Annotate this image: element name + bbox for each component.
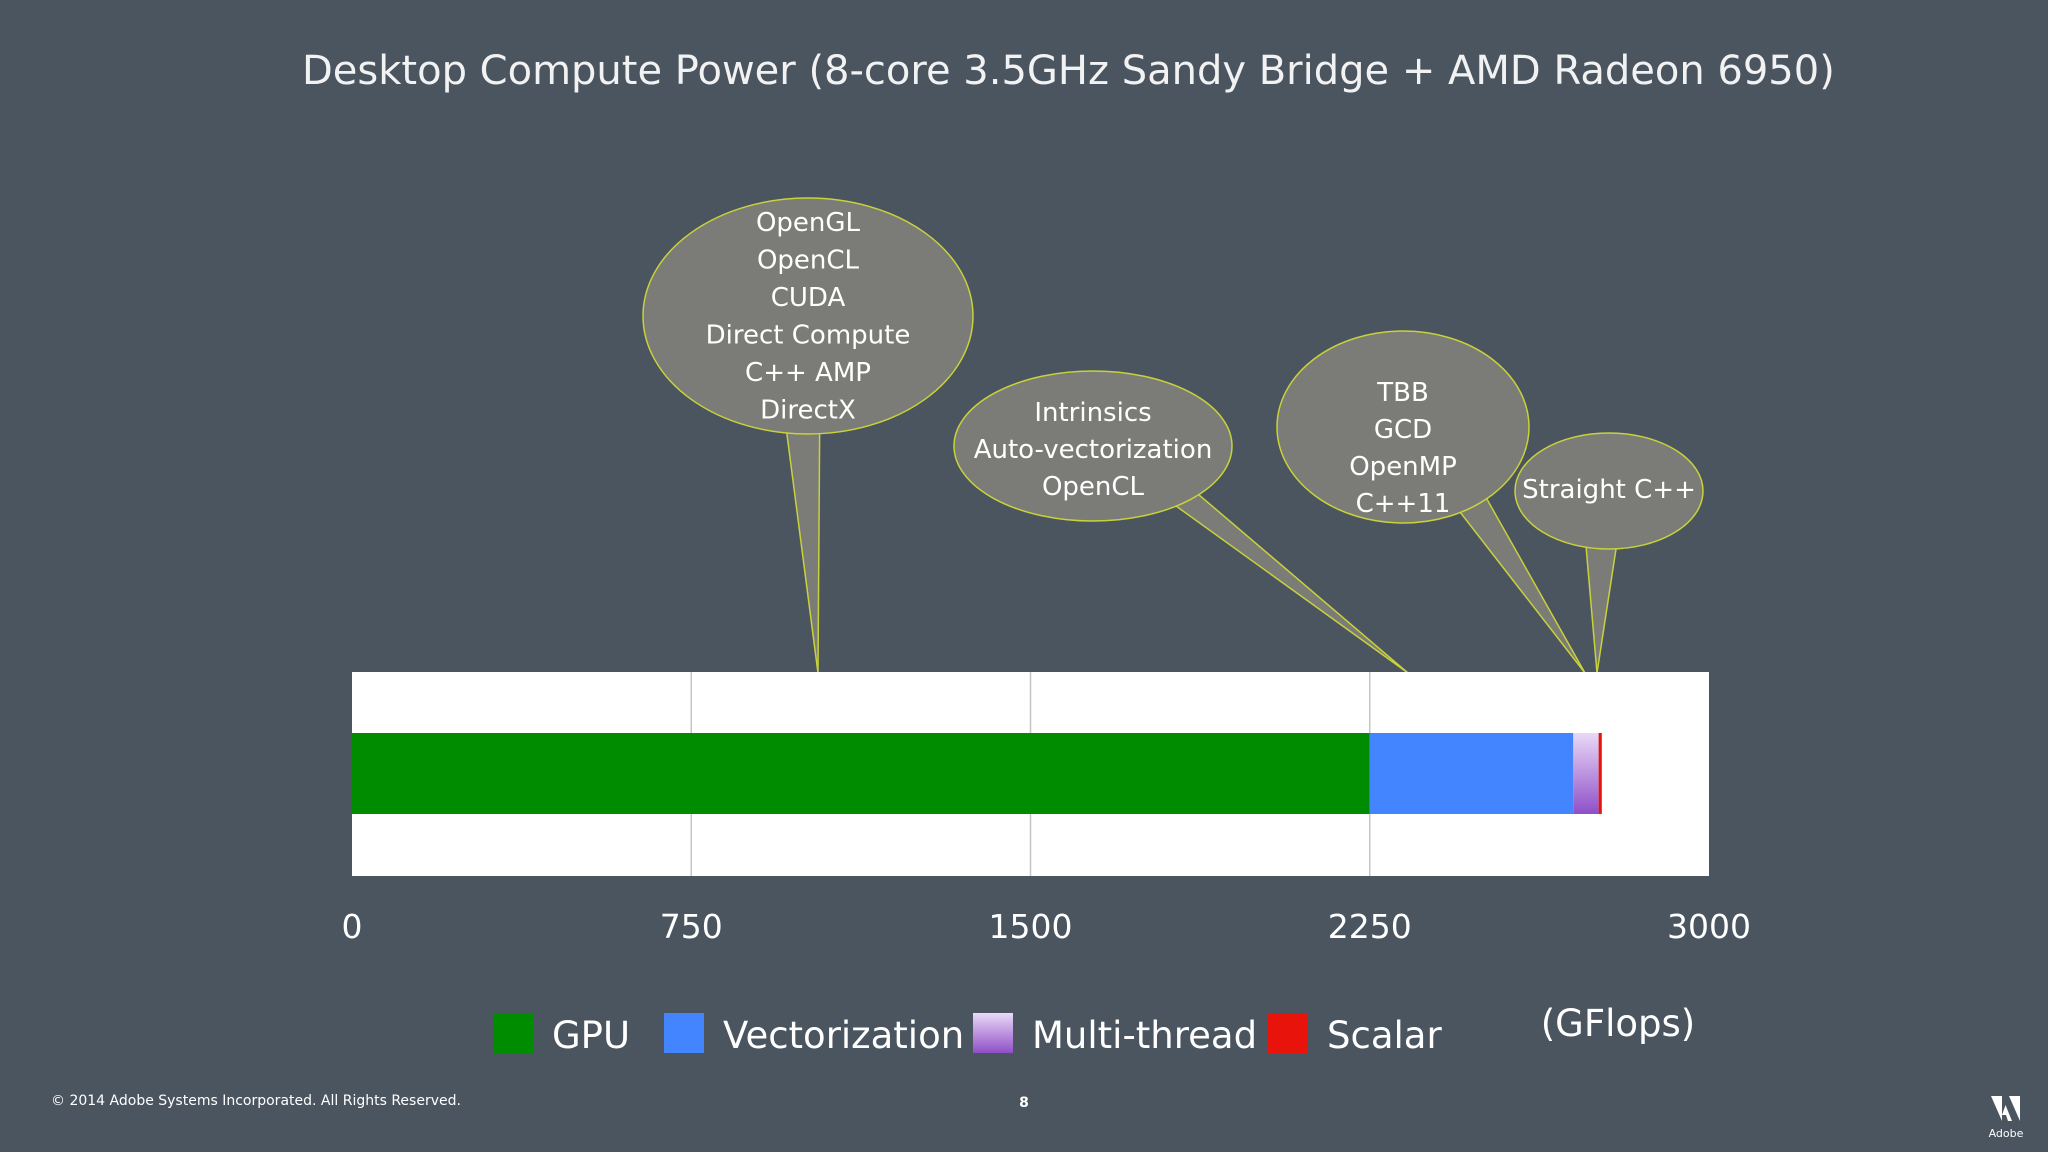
callout-seam bbox=[1152, 481, 1188, 492]
x-tick-label: 3000 bbox=[1667, 907, 1751, 946]
unit-label: (GFlops) bbox=[1541, 1002, 1696, 1045]
legend-swatch-gpu bbox=[493, 1013, 533, 1053]
callouts: OpenGL OpenCL CUDA Direct Compute C++ AMP Dir… bbox=[642, 197, 1704, 674]
bar-segment-scalar bbox=[1598, 733, 1602, 814]
callout-text: DirectX bbox=[760, 396, 856, 426]
legend-label: Multi-thread bbox=[1032, 1014, 1257, 1057]
callout-text: OpenGL bbox=[756, 208, 861, 238]
legend-label: Scalar bbox=[1327, 1014, 1442, 1057]
callout-text: TBB bbox=[1376, 378, 1429, 408]
callout-text: Straight C++ bbox=[1522, 475, 1696, 505]
legend-swatch-multi-thread bbox=[973, 1013, 1013, 1053]
callout-text: Intrinsics bbox=[1034, 398, 1151, 428]
callout-seam bbox=[1586, 516, 1618, 527]
plot-area: 0 750 1500 2250 3000 bbox=[342, 672, 1751, 946]
x-tick-label: 0 bbox=[342, 907, 363, 946]
bar-segment-vectorization bbox=[1369, 733, 1574, 814]
adobe-logo-icon bbox=[1991, 1096, 2020, 1121]
callout-text: Direct Compute bbox=[706, 321, 911, 351]
legend-swatch-scalar bbox=[1268, 1013, 1308, 1053]
bar-segment-gpu bbox=[352, 733, 1370, 814]
callout-text: GCD bbox=[1374, 415, 1432, 445]
callout-text: C++ AMP bbox=[745, 358, 871, 388]
page-number: 8 bbox=[1019, 1095, 1029, 1111]
x-tick-label: 750 bbox=[660, 907, 723, 946]
callout-scalar: Straight C++ bbox=[1514, 432, 1704, 674]
callout-text: OpenMP bbox=[1349, 452, 1457, 482]
callout-multi-thread: TBB GCD OpenMP C++11 bbox=[1276, 330, 1586, 674]
legend: GPU Vectorization Multi-thread Scalar bbox=[493, 1013, 1442, 1057]
callout-seam bbox=[1437, 473, 1474, 484]
bar-segment-multi-thread bbox=[1573, 733, 1599, 814]
callout-text: OpenCL bbox=[1042, 472, 1145, 502]
legend-label: Vectorization bbox=[723, 1014, 964, 1057]
adobe-logo: Adobe bbox=[1989, 1096, 2024, 1140]
x-tick-label: 2250 bbox=[1328, 907, 1412, 946]
callout-text: OpenCL bbox=[757, 246, 860, 276]
x-axis-ticks: 0 750 1500 2250 3000 bbox=[342, 907, 1751, 946]
callout-text: Auto-vectorization bbox=[974, 435, 1213, 465]
copyright-text: © 2014 Adobe Systems Incorporated. All R… bbox=[51, 1093, 461, 1109]
callout-bubble bbox=[642, 197, 974, 435]
callout-text: CUDA bbox=[771, 283, 846, 313]
callout-bubble bbox=[1514, 432, 1704, 550]
x-tick-label: 1500 bbox=[989, 907, 1073, 946]
callout-seam bbox=[782, 374, 818, 385]
legend-label: GPU bbox=[552, 1014, 630, 1057]
adobe-logo-text: Adobe bbox=[1989, 1127, 2024, 1140]
callout-gpu: OpenGL OpenCL CUDA Direct Compute C++ AMP Dir… bbox=[642, 197, 974, 674]
legend-swatch-vectorization bbox=[664, 1013, 704, 1053]
callout-vectorization: Intrinsics Auto-vectorization OpenCL bbox=[953, 370, 1409, 674]
bar-series bbox=[352, 733, 1602, 814]
chart-title: Desktop Compute Power (8-core 3.5GHz San… bbox=[302, 48, 1835, 94]
callout-text: C++11 bbox=[1356, 489, 1451, 519]
